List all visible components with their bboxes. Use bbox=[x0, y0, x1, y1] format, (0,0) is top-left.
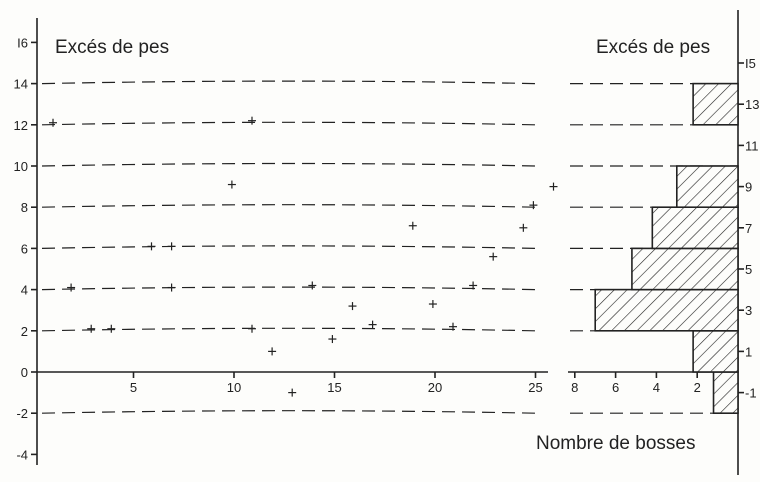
data-point bbox=[107, 324, 116, 333]
data-point bbox=[428, 300, 437, 309]
data-point bbox=[147, 242, 156, 251]
histogram-bar bbox=[692, 329, 739, 373]
data-point bbox=[227, 180, 236, 189]
histogram-bar bbox=[712, 371, 739, 415]
y-tick-label: 8 bbox=[21, 200, 28, 215]
histogram-bar bbox=[594, 288, 739, 332]
y-tick-label: 2 bbox=[21, 324, 28, 339]
x-tick-label: 15 bbox=[327, 380, 341, 395]
data-point bbox=[67, 283, 76, 292]
y-tick-label: I6 bbox=[17, 35, 28, 50]
histogram-bar bbox=[675, 165, 739, 209]
data-point bbox=[268, 347, 277, 356]
data-point bbox=[49, 118, 58, 127]
x-ticks: 5 10 15 20 25 bbox=[130, 372, 543, 395]
histogram-x-tick-label: 2 bbox=[694, 380, 701, 395]
histogram-category-label: 5 bbox=[745, 262, 752, 277]
histogram-category-label: 3 bbox=[745, 303, 752, 318]
histogram-category-label: -1 bbox=[745, 386, 757, 401]
histogram-x-ticks: 2 4 6 8 bbox=[571, 372, 701, 395]
data-point bbox=[348, 302, 357, 311]
reference-line bbox=[41, 245, 536, 249]
scatter-panel: -4 -2 0 2 4 6 8 10 12 14 I6 5 10 15 20 25 Excés de pes bbox=[14, 18, 558, 465]
histogram-category-label: 13 bbox=[745, 97, 759, 112]
histogram-bar bbox=[651, 206, 739, 250]
data-point bbox=[549, 182, 558, 191]
y-tick-label: 6 bbox=[21, 241, 28, 256]
data-point bbox=[368, 320, 377, 329]
x-tick-label: 10 bbox=[227, 380, 241, 395]
x-tick-label: 5 bbox=[130, 380, 137, 395]
data-point bbox=[328, 335, 337, 344]
y-tick-label: 14 bbox=[14, 77, 28, 92]
histogram-bar bbox=[631, 247, 739, 291]
left-chart-title: Excés de pes bbox=[55, 37, 169, 58]
histogram-x-label: Nombre de bosses bbox=[536, 433, 695, 454]
data-point bbox=[248, 324, 256, 333]
reference-line bbox=[41, 286, 536, 291]
x-tick-label: 25 bbox=[528, 380, 542, 395]
histogram-category-label: 7 bbox=[745, 221, 752, 236]
right-chart-title: Excés de pes bbox=[596, 37, 710, 58]
y-tick-label: -4 bbox=[16, 447, 28, 462]
reference-lines bbox=[41, 80, 536, 414]
data-point bbox=[288, 388, 297, 397]
histogram-category-label: I5 bbox=[745, 56, 756, 71]
data-point bbox=[167, 242, 176, 251]
reference-line bbox=[41, 327, 536, 332]
reference-line bbox=[41, 162, 536, 167]
histogram-x-tick-label: 8 bbox=[571, 380, 578, 395]
data-point bbox=[519, 223, 528, 232]
y-tick-label: -2 bbox=[16, 406, 28, 421]
data-point bbox=[167, 283, 176, 292]
y-tick-label: 0 bbox=[21, 365, 28, 380]
reference-line bbox=[41, 410, 536, 414]
histogram-x-tick-label: 6 bbox=[612, 380, 619, 395]
data-point bbox=[529, 201, 538, 210]
data-point bbox=[308, 281, 317, 290]
data-point bbox=[248, 116, 256, 125]
reference-line bbox=[41, 80, 536, 85]
data-point bbox=[449, 322, 457, 331]
histogram-category-label: 11 bbox=[745, 138, 759, 153]
histogram-x-tick-label: 4 bbox=[653, 380, 660, 395]
data-point bbox=[87, 324, 96, 333]
y-tick-label: 12 bbox=[14, 118, 28, 133]
data-points bbox=[49, 116, 558, 397]
data-point bbox=[489, 252, 498, 261]
histogram-category-label: 1 bbox=[745, 344, 752, 359]
y-tick-label: 10 bbox=[14, 159, 28, 174]
y-tick-label: 4 bbox=[21, 283, 28, 298]
reference-line bbox=[41, 121, 536, 126]
y-ticks: -4 -2 0 2 4 6 8 10 12 14 I6 bbox=[14, 35, 37, 462]
histogram-bars bbox=[594, 82, 739, 415]
reference-line bbox=[41, 204, 536, 208]
x-tick-label: 20 bbox=[428, 380, 442, 395]
histogram-category-label: 9 bbox=[745, 180, 752, 195]
data-point bbox=[408, 221, 417, 230]
histogram-bar bbox=[692, 82, 739, 126]
data-point bbox=[469, 281, 478, 290]
